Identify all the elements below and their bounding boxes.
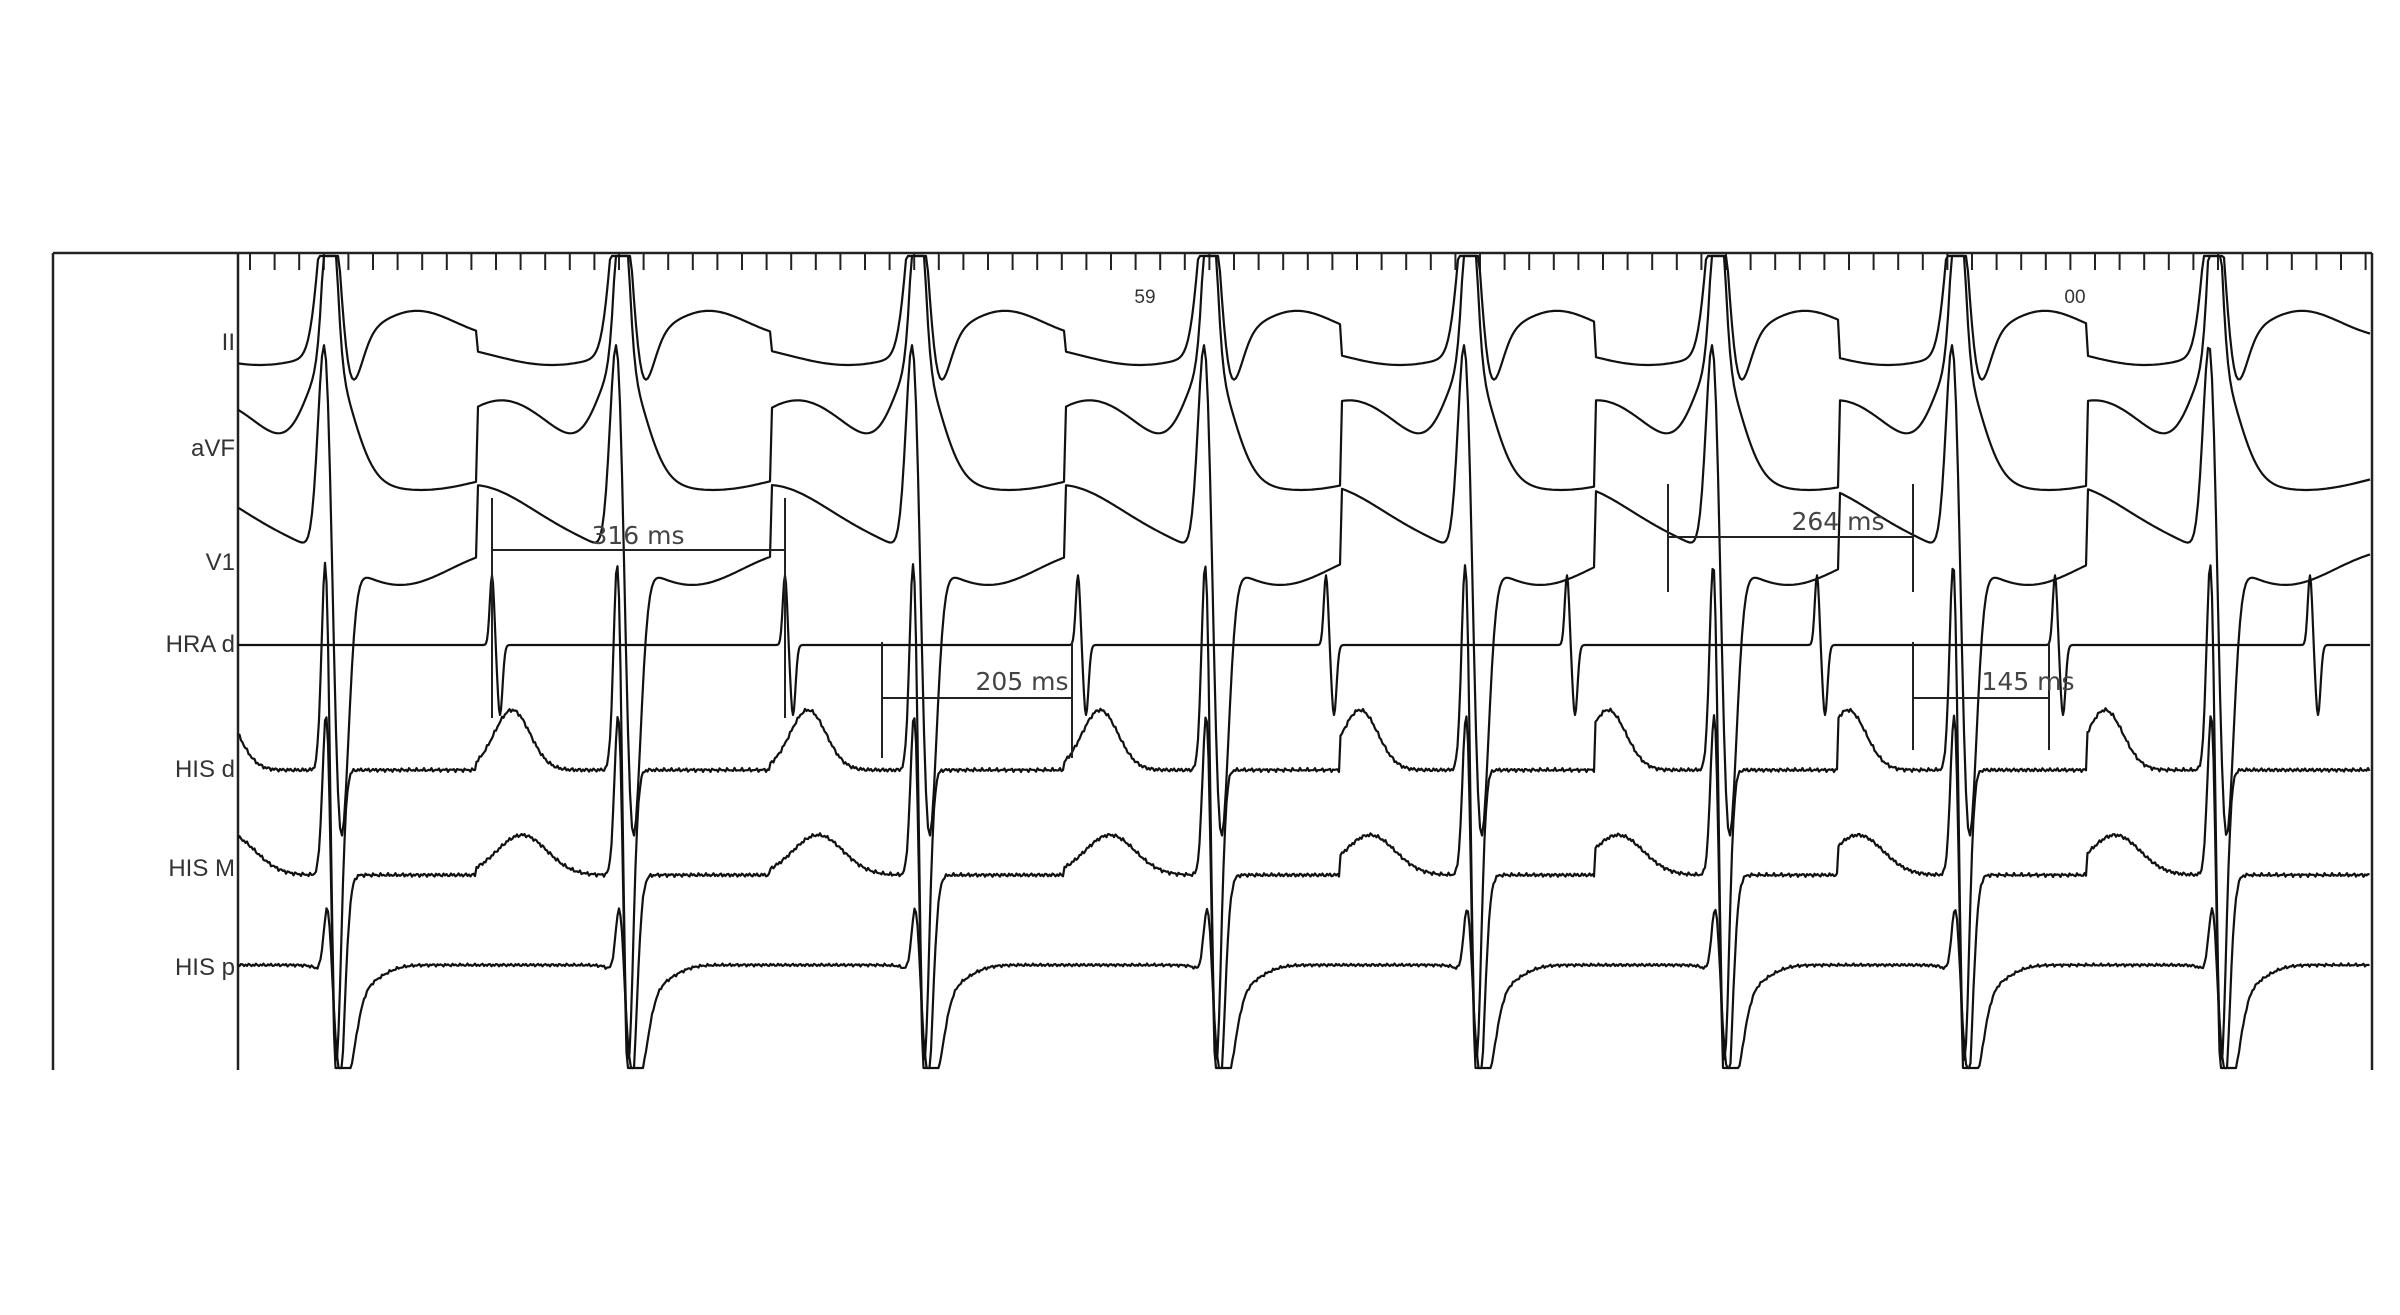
trace-his-d — [237, 561, 2371, 1061]
caliper-interval-3[interactable]: 264 ms — [1667, 484, 1914, 592]
trace-his-p — [237, 907, 2370, 1070]
caliper-interval-1[interactable]: 316 ms — [491, 498, 786, 718]
interval-label-4: 145 ms — [1981, 667, 2074, 696]
caliper-interval-4[interactable]: 145 ms — [1912, 642, 2075, 750]
lead-label-hra-d: HRA d — [166, 631, 235, 658]
time-ticks — [249, 253, 2367, 270]
recording-frame — [51, 251, 2374, 1070]
lead-label-v1: V1 — [206, 549, 235, 576]
lead-label-avf: aVF — [191, 435, 235, 462]
caliper-interval-2[interactable]: 205 ms — [881, 642, 1073, 758]
interval-label-3: 264 ms — [1791, 507, 1884, 536]
interval-label-1: 316 ms — [591, 521, 684, 550]
trace-v1 — [237, 344, 2371, 837]
lead-label-his-d: HIS d — [175, 756, 235, 783]
trace-ii — [237, 254, 2371, 381]
lead-label-his-p: HIS p — [175, 954, 235, 981]
trace-his-m — [237, 714, 2370, 1070]
trace-avf — [237, 254, 2371, 492]
lead-label-ii: II — [222, 329, 235, 356]
trace-hra-d — [237, 574, 2371, 716]
interval-label-2: 205 ms — [975, 667, 1068, 696]
time-mark-00: 00 — [2064, 287, 2085, 308]
lead-label-his-m: HIS M — [168, 855, 235, 882]
time-mark-59: 59 — [1134, 287, 1155, 308]
